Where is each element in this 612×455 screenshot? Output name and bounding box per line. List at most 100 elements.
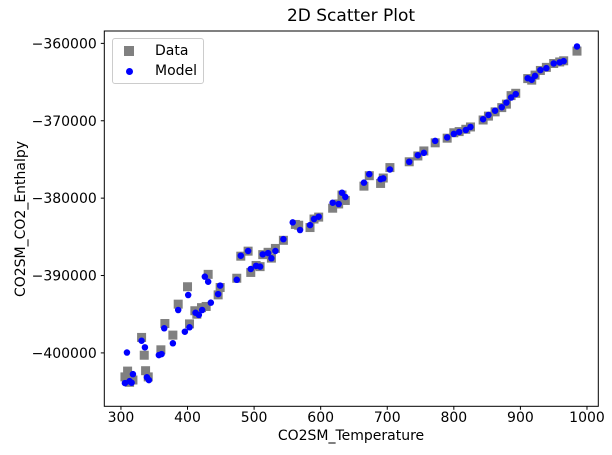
data-point-square (168, 330, 178, 340)
x-tick-label: 700 (374, 410, 401, 426)
model-point-dot (491, 107, 499, 114)
chart-title: 2D Scatter Plot (286, 6, 416, 26)
data-point-square (201, 301, 211, 311)
model-point-dot (128, 379, 135, 386)
model-point-dot (158, 350, 165, 358)
y-tick-label: −390000 (32, 269, 97, 285)
model-point-dot (512, 90, 519, 98)
model-point-dot (531, 72, 539, 80)
legend-label-model: Model (155, 63, 198, 79)
model-point-dot (280, 235, 287, 243)
axes-frame (103, 30, 599, 407)
data-point-square (572, 46, 582, 56)
model-point-dot (498, 103, 506, 111)
model-point-dot (315, 213, 322, 220)
data-point-square (120, 372, 130, 382)
model-point-dot (123, 349, 131, 356)
data-point-square (156, 345, 166, 355)
x-tick-label: 300 (108, 410, 135, 426)
model-point-dot (380, 175, 387, 182)
model-point-dot (201, 273, 209, 280)
model-point-dot (244, 247, 252, 255)
model-series-dot-icon (125, 67, 133, 75)
y-tick-label: −380000 (32, 191, 97, 207)
model-point-dot (573, 43, 581, 50)
model-point-dot (264, 249, 272, 257)
y-tick-label: −360000 (32, 36, 97, 52)
model-point-dot (214, 290, 222, 298)
y-tick-label: −400000 (32, 346, 97, 362)
model-point-dot (366, 170, 373, 178)
legend-label-data: Data (155, 43, 189, 59)
y-tick-label: −370000 (32, 114, 97, 130)
model-point-dot (186, 324, 193, 331)
model-point-dot (335, 200, 342, 208)
model-point-dot (420, 149, 428, 157)
data-point-square (160, 319, 170, 329)
model-point-dot (306, 221, 314, 229)
model-point-dot (160, 325, 168, 332)
data-point-square (183, 282, 193, 292)
model-point-dot (543, 64, 550, 72)
model-point-dot (237, 252, 245, 259)
model-point-dot (296, 226, 304, 234)
model-point-dot (141, 344, 149, 351)
model-point-dot (247, 265, 255, 273)
x-tick-label: 400 (174, 410, 201, 426)
data-point-square (328, 203, 338, 213)
data-point-square (139, 350, 149, 360)
data-point-square (141, 366, 151, 376)
model-point-dot (289, 219, 296, 226)
model-point-dot (329, 199, 336, 206)
model-point-dot (414, 151, 422, 159)
model-point-dot (268, 255, 275, 262)
data-point-square (123, 366, 133, 376)
model-point-dot (204, 278, 212, 285)
x-tick-label: 900 (507, 410, 534, 426)
model-point-dot (342, 193, 349, 201)
model-point-dot (560, 57, 567, 65)
model-point-dot (169, 340, 177, 347)
data-point-square (340, 195, 350, 205)
model-point-dot (467, 123, 474, 131)
model-point-dot (386, 166, 394, 173)
data-point-square (173, 299, 183, 309)
model-point-dot (272, 247, 279, 255)
data-point-square (137, 332, 147, 342)
model-point-dot (184, 291, 192, 299)
data-point-square (359, 181, 369, 191)
model-point-dot (181, 328, 189, 335)
y-axis-label: CO2SM_CO2_Enthalpy (13, 140, 29, 298)
data-point-square (246, 267, 256, 277)
legend-item-data: Data (113, 41, 203, 61)
model-point-dot (443, 134, 451, 141)
model-point-dot (537, 66, 544, 74)
data-point-square (185, 319, 195, 329)
model-point-dot (462, 126, 470, 134)
legend: Data Model (112, 38, 204, 84)
model-point-dot (198, 306, 206, 314)
model-point-dot (550, 60, 557, 67)
x-axis-label: CO2SM_Temperature (277, 428, 425, 444)
model-point-dot (174, 306, 182, 314)
data-point-square (203, 269, 213, 279)
x-tick-label: 1000 (569, 410, 605, 426)
model-point-dot (450, 130, 458, 138)
model-point-dot (207, 299, 215, 306)
model-point-dot (507, 94, 515, 101)
model-point-dot (431, 137, 439, 145)
legend-item-model: Model (113, 61, 203, 81)
model-point-dot (360, 179, 368, 186)
model-point-dot (259, 251, 267, 258)
model-point-dot (405, 158, 413, 166)
model-point-dot (479, 115, 487, 123)
model-point-dot (256, 263, 264, 270)
model-point-dot (216, 282, 224, 289)
model-point-dot (485, 111, 492, 119)
model-point-dot (455, 128, 463, 136)
x-tick-label: 600 (307, 410, 334, 426)
model-point-dot (195, 311, 203, 319)
model-point-dot (503, 99, 510, 106)
